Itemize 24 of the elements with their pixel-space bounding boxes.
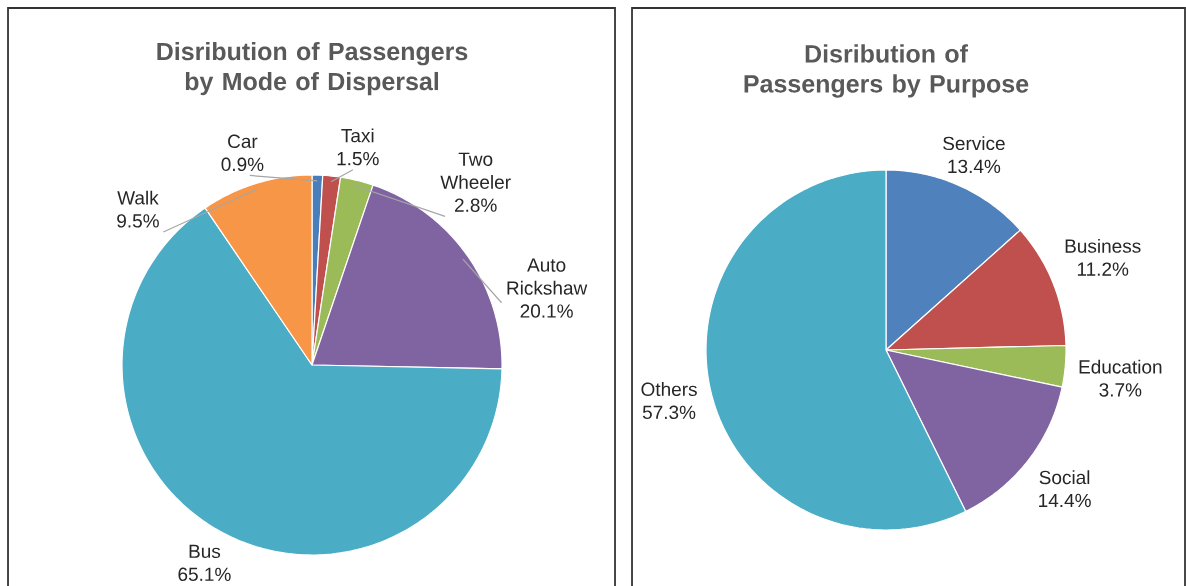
slice-label: Two Wheeler bbox=[440, 152, 511, 189]
slice-label: Bus bbox=[189, 544, 221, 559]
data-label: 13.4% bbox=[948, 159, 1001, 174]
slice-label: Others bbox=[641, 382, 697, 397]
data-label: 0.9% bbox=[221, 157, 264, 172]
data-label: 1.5% bbox=[337, 151, 379, 166]
slice-label: Service bbox=[943, 136, 1005, 151]
data-label: 20.1% bbox=[520, 304, 573, 318]
data-label: 14.4% bbox=[1039, 493, 1091, 508]
slice-label: Walk bbox=[117, 190, 159, 205]
slice-label: Social bbox=[1039, 470, 1090, 485]
slice-label: Car bbox=[228, 134, 258, 149]
data-label: 3.7% bbox=[1099, 383, 1142, 397]
data-label: 65.1% bbox=[178, 567, 231, 582]
slice-label: Education bbox=[1079, 359, 1162, 374]
data-label: 2.8% bbox=[454, 198, 497, 212]
slice-label: Auto Rickshaw bbox=[507, 258, 588, 295]
data-label: 11.2% bbox=[1077, 262, 1129, 276]
slice-label: Business bbox=[1065, 238, 1141, 253]
chart-title: Disribution of Passengers by Purpose bbox=[744, 44, 1029, 98]
chart-title: Disribution of Passengers by Mode of Dispersal bbox=[157, 41, 468, 96]
data-label: 57.3% bbox=[642, 405, 696, 420]
slice-label: Taxi bbox=[341, 128, 374, 143]
data-label: 9.5% bbox=[117, 214, 159, 228]
